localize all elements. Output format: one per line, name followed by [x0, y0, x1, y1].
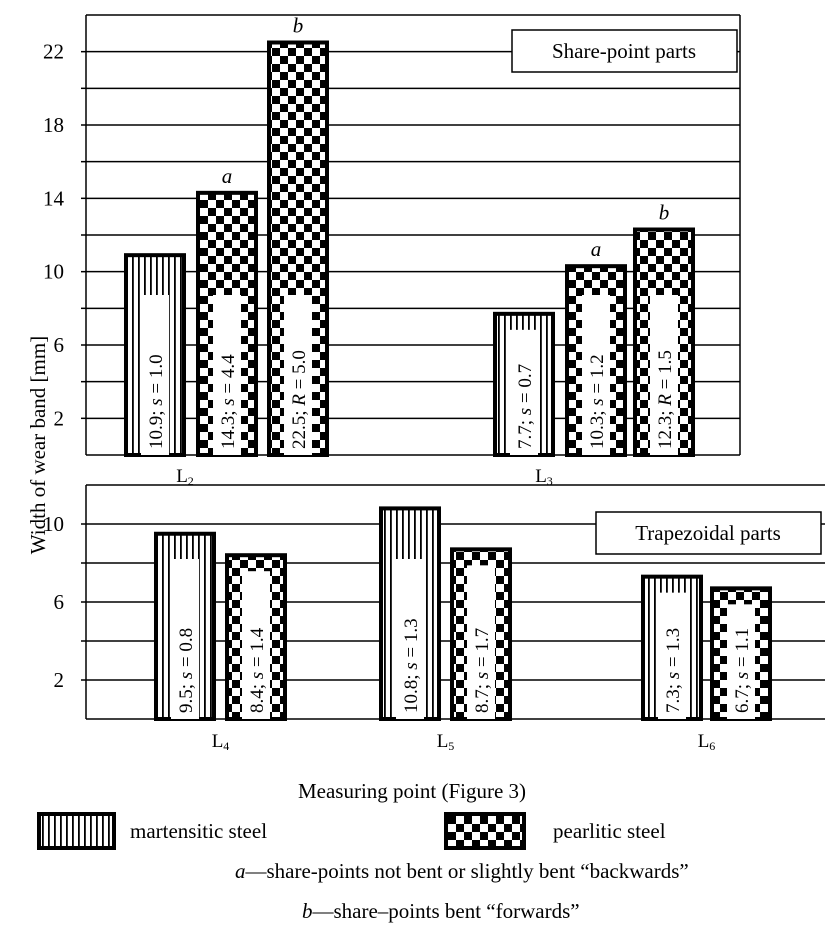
y-tick-label: 6 — [54, 590, 65, 614]
x-tick-label: L6 — [698, 731, 716, 753]
bar-label-panel — [650, 295, 678, 455]
bar-value-label: 7.7; s = 0.7 — [515, 364, 536, 449]
bar-label-panel — [510, 329, 538, 455]
x-tick-label: L4 — [212, 731, 230, 753]
bar-label-panel — [213, 295, 241, 455]
bar-value-label: 9.5; s = 0.8 — [176, 628, 197, 713]
share-point-box-label: Share-point parts — [552, 39, 696, 63]
bar-value-label: 14.3; s = 4.4 — [218, 354, 239, 449]
x-tick-label: L3 — [535, 466, 553, 488]
y-tick-label: 18 — [43, 113, 64, 137]
y-tick-label: 2 — [54, 668, 65, 692]
y-tick-label: 10 — [43, 512, 64, 536]
x-tick-label: L2 — [176, 466, 194, 488]
bar-value-label: 7.3; s = 1.3 — [663, 628, 684, 713]
bar-value-label: 6.7; s = 1.1 — [732, 628, 753, 713]
x-tick-label: L5 — [437, 731, 455, 753]
legend-pearlitic-swatch — [444, 812, 526, 850]
bar-value-label: 10.9; s = 1.0 — [146, 354, 167, 449]
legend-martensitic-label: martensitic steel — [130, 819, 267, 843]
bar-label-panel — [284, 295, 312, 455]
legend-pearlitic-label: pearlitic steel — [553, 819, 666, 843]
y-tick-label: 2 — [54, 406, 65, 430]
bar-value-label: 22.5; R = 5.0 — [289, 350, 310, 449]
note-a-text: —share-points not bent or slightly bent … — [245, 859, 689, 883]
trapezoidal-box-label: Trapezoidal parts — [635, 521, 781, 545]
note-b-text: —share–points bent “forwards” — [312, 899, 580, 923]
note-b-letter: b — [302, 899, 313, 923]
note-a-letter: a — [235, 859, 246, 883]
bar-label-panel — [171, 559, 199, 719]
bar-top-letter: a — [222, 164, 233, 188]
bar-value-label: 12.3; R = 1.5 — [655, 350, 676, 449]
bar-value-label: 10.3; s = 1.2 — [587, 354, 608, 449]
y-tick-label: 14 — [43, 186, 65, 210]
bar-label-panel — [396, 559, 424, 719]
bar-label-panel — [727, 604, 755, 719]
y-tick-label: 22 — [43, 40, 64, 64]
share-point-panel: 2 6 10 14 18 22 L2 L3 10.9; s = 1.0 7.7; s = 0.7 1… — [43, 14, 741, 488]
bar-label-panel — [582, 295, 610, 455]
bar-label-panel — [467, 565, 495, 719]
bar-label-panel — [242, 571, 270, 719]
bar-value-label: 10.8; s = 1.3 — [401, 618, 422, 713]
bar-top-letter: b — [659, 201, 670, 225]
y-axis-title: Width of wear band [mm] — [26, 336, 50, 554]
bar-value-label: 8.4; s = 1.4 — [247, 627, 268, 713]
bar-top-letter: a — [591, 237, 602, 261]
bar-label-panel — [658, 592, 686, 719]
x-axis-title: Measuring point (Figure 3) — [298, 779, 526, 803]
note-a: a—share-points not bent or slightly bent… — [235, 859, 689, 883]
bar-top-letter: b — [293, 14, 304, 38]
trapezoidal-box: Trapezoidal parts — [595, 511, 822, 555]
y-tick-label: 6 — [54, 333, 65, 357]
legend-martensitic-swatch — [37, 812, 116, 850]
share-point-box: Share-point parts — [511, 29, 738, 73]
y-tick-label: 10 — [43, 260, 64, 284]
trapezoidal-panel: 2 6 10 L4 L5 L6 9.5; s = 0.8 10.8; s = 1.3 7.3; … — [43, 484, 825, 753]
bar-label-panel — [141, 295, 169, 455]
note-b: b—share–points bent “forwards” — [302, 899, 580, 923]
bar-value-label: 8.7; s = 1.7 — [472, 628, 493, 713]
